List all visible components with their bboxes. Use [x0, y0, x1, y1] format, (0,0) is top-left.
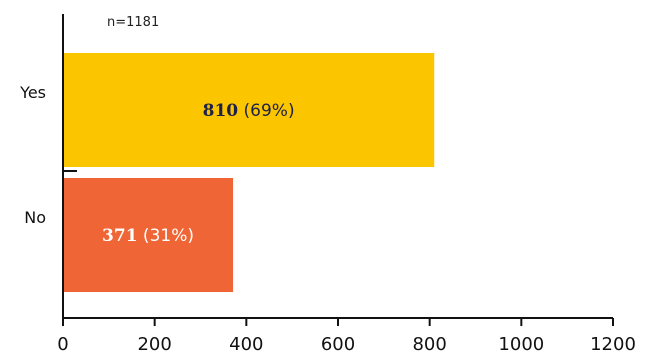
x-tick-label: 0	[57, 334, 68, 355]
x-tick-label: 200	[137, 334, 171, 355]
category-label-yes: Yes	[19, 83, 46, 102]
x-ticks-layer: 0 200 400 600 800 1000 1200	[57, 318, 636, 355]
bar-value-count: 371	[102, 226, 138, 246]
bar-no	[63, 178, 234, 292]
bar-value-label-yes: 810 (69%)	[203, 101, 295, 121]
x-tick-label: 800	[412, 334, 446, 355]
category-labels-layer: Yes No	[19, 83, 46, 227]
bar-value-label-no: 371 (31%)	[102, 226, 194, 246]
x-tick-label: 400	[229, 334, 263, 355]
category-label-no: No	[24, 208, 46, 227]
bars-layer: 810 (69%) 371 (31%)	[63, 53, 435, 292]
sample-size-note: n=1181	[107, 15, 159, 30]
bar-yes	[63, 53, 435, 167]
x-tick-label: 1200	[590, 334, 636, 355]
bar-value-count: 810	[203, 101, 239, 121]
bar-value-percent: (31%)	[138, 226, 194, 246]
x-tick-label: 1000	[498, 334, 544, 355]
bar-value-percent: (69%)	[238, 101, 294, 121]
x-tick-label: 600	[321, 334, 355, 355]
